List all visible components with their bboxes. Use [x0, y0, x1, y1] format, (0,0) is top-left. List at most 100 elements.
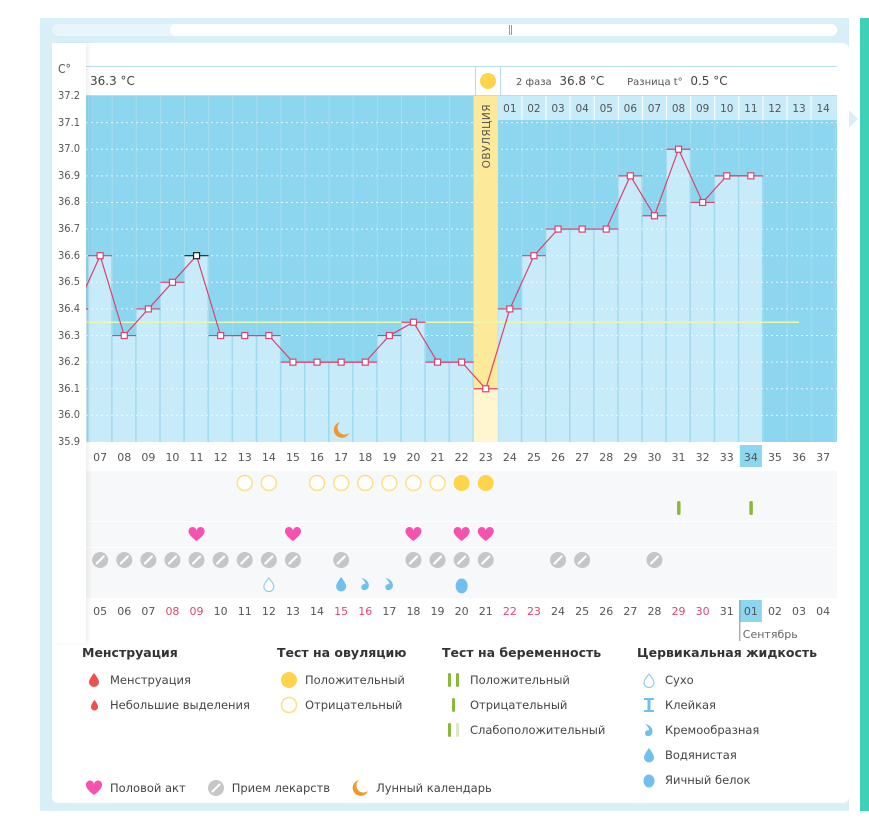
heart-icon [477, 526, 494, 541]
calendar-date-label: 27 [623, 605, 637, 618]
calendar-date-label: 12 [262, 605, 276, 618]
cycle-day-label: 28 [599, 451, 613, 464]
creamy-icon [637, 721, 661, 739]
blood-drop-icon [82, 671, 106, 689]
pill-stripe [288, 555, 298, 565]
temp-point [361, 358, 369, 366]
calendar-date-label: 28 [647, 605, 661, 618]
legend-cervical-fluid: Цервикальная жидкость Сухо Клейкая Кремо… [637, 645, 817, 792]
ovulation-label: ОВУЛЯЦИЯ [481, 104, 493, 168]
calendar-date-label: 17 [382, 605, 396, 618]
expand-arrow-icon[interactable] [849, 110, 858, 128]
heart-icon [405, 526, 422, 541]
ovulation-negative-icon [429, 474, 446, 492]
pill-stripe [432, 555, 443, 565]
sticky-icon [637, 696, 661, 714]
ovulation-bar [473, 388, 498, 442]
legend-item: Сухо [665, 672, 694, 687]
cycle-day-label: 13 [238, 451, 252, 464]
pill-stripe [264, 555, 274, 565]
temp-bar [497, 308, 521, 442]
temp-point [506, 305, 514, 313]
heart-icon [453, 526, 470, 541]
calendar-date-label: 29 [672, 605, 686, 618]
temp-bar [521, 255, 545, 442]
temp-bar [642, 215, 666, 442]
legend-item: Лунный календарь [376, 780, 492, 795]
temp-point [578, 225, 586, 233]
y-tick-label: 36.6 [58, 248, 81, 262]
moon-icon [348, 779, 372, 797]
cycle-day-label: 37 [816, 451, 830, 464]
y-tick-label: 36.1 [58, 381, 81, 395]
watery-icon [637, 746, 661, 764]
cycle-day-label: 27 [575, 451, 589, 464]
temp-point [337, 358, 345, 366]
calendar-date-label: 24 [551, 605, 565, 618]
y-tick-label: 36.4 [58, 301, 81, 315]
cycle-day-label: 32 [696, 451, 710, 464]
dpo-label: 07 [648, 103, 661, 115]
pill-stripe [408, 555, 419, 565]
ovulation-positive-icon [453, 475, 470, 491]
ovulation-negative-icon [236, 474, 253, 492]
calendar-date-label: 11 [238, 605, 252, 618]
temp-bar [425, 362, 449, 442]
temp-bar [86, 308, 88, 442]
temp-bar [136, 308, 160, 442]
phase2-temp: 36.8 °C [559, 74, 605, 88]
calendar-date-label: 04 [816, 605, 830, 618]
dpo-label: 14 [816, 103, 830, 115]
pill-stripe [216, 555, 226, 565]
pregnancy-negative-icon [749, 501, 753, 515]
calendar-date-label: 15 [334, 605, 348, 618]
legend-title: Тест на беременность [442, 645, 602, 660]
scroll-grip-icon[interactable] [509, 25, 512, 35]
temp-diff-label: Разница t° [627, 77, 683, 88]
temp-bar [353, 362, 377, 442]
legend-item: Отрицательный [305, 697, 403, 712]
phase2-label: 2 фаза [516, 77, 552, 88]
legend-title: Тест на овуляцию [277, 645, 407, 660]
heart-icon [188, 526, 205, 541]
calendar-date-label: 26 [599, 605, 613, 618]
temp-bar [88, 255, 112, 442]
legend-item: Кремообразная [665, 722, 760, 737]
cycle-day-label: 35 [768, 451, 782, 464]
y-axis-unit: C° [58, 62, 71, 76]
cycle-day-label: 10 [165, 451, 179, 464]
calendar-date-label: 07 [141, 605, 155, 618]
cycle-day-label: 11 [190, 451, 204, 464]
dpo-label: 08 [672, 103, 685, 115]
legend-item: Прием лекарств [231, 780, 331, 795]
creamy-icon [361, 578, 369, 591]
pill-icon [204, 779, 228, 797]
calendar-date-label: 18 [406, 605, 420, 618]
legend-other: Половой акт Прием лекарств Лунный календ… [82, 775, 510, 800]
temp-bar [618, 175, 642, 442]
y-tick-label: 37.0 [58, 142, 81, 156]
calendar-date-label: 16 [358, 605, 372, 618]
temp-bar [666, 149, 690, 442]
dpo-label: 12 [768, 103, 781, 115]
calendar-date-label: 06 [117, 605, 131, 618]
pill-stripe [191, 555, 202, 565]
pill-stripe [119, 555, 129, 565]
cycle-day-label: 33 [720, 451, 734, 464]
current-day-highlight [739, 445, 762, 467]
cycle-day-label: 14 [262, 451, 276, 464]
temp-point [409, 318, 418, 326]
pill-stripe [577, 555, 587, 565]
dpo-label: 03 [551, 103, 564, 115]
temp-point [530, 252, 538, 260]
calendar-date-label: 14 [310, 605, 324, 618]
temp-point [602, 225, 610, 233]
cycle-day-label: 12 [214, 451, 228, 464]
pill-stripe [95, 555, 105, 565]
calendar-date-label: 20 [455, 605, 469, 618]
creamy-icon [385, 578, 393, 591]
horizontal-scrollbar-thumb[interactable] [170, 24, 837, 36]
cycle-day-label: 30 [647, 451, 661, 464]
pill-stripe [481, 555, 491, 565]
